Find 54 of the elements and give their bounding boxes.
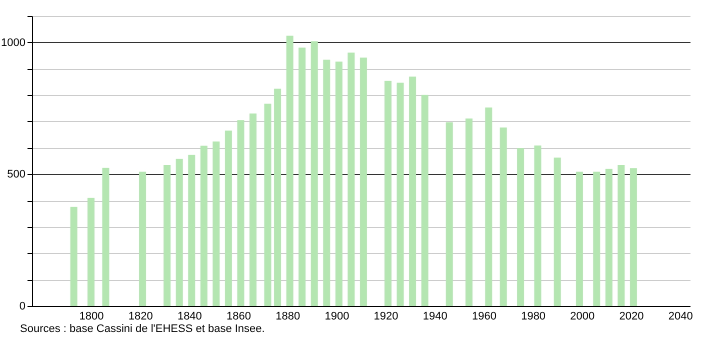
x-tick-label: 1860 (226, 310, 252, 322)
bar (618, 164, 625, 306)
x-tick-label: 2000 (570, 310, 595, 322)
x-tick-label: 1900 (324, 310, 350, 322)
bar (200, 146, 208, 306)
bar (485, 107, 492, 306)
bar (396, 82, 404, 306)
bar (88, 198, 94, 306)
bar (323, 60, 330, 306)
bar (421, 94, 428, 306)
bar (384, 80, 392, 306)
bar (517, 148, 524, 306)
x-tick-label: 1800 (79, 310, 104, 322)
bar (554, 158, 561, 306)
bar (348, 52, 355, 306)
bar (139, 172, 146, 306)
bar (605, 168, 612, 306)
bar (534, 145, 542, 306)
y-tick-label: 500 (7, 168, 26, 181)
y-tick-label: 1000 (1, 36, 26, 49)
x-tick-label: 1820 (128, 310, 153, 322)
x-tick-label: 1920 (374, 310, 398, 322)
bar (188, 154, 196, 306)
bar (224, 130, 232, 306)
bar (593, 172, 600, 306)
x-tick-label: 1840 (177, 310, 202, 322)
x-tick-label: 2040 (668, 310, 693, 322)
bar (250, 114, 256, 306)
bar (409, 76, 416, 306)
bar (237, 120, 244, 306)
bar (164, 164, 171, 306)
bar (264, 104, 272, 306)
bar (576, 172, 583, 306)
bar (176, 158, 183, 306)
bar (500, 128, 507, 306)
bar (446, 122, 453, 306)
x-tick-label: 1980 (521, 310, 546, 322)
bar (212, 141, 220, 306)
bar (286, 36, 294, 306)
bar (274, 88, 282, 306)
bar (360, 58, 367, 306)
bar (466, 118, 472, 306)
bar (298, 48, 306, 306)
bar (102, 168, 110, 306)
x-tick-label: 1880 (276, 310, 300, 322)
bar (70, 206, 78, 306)
x-tick-label: 1940 (422, 310, 448, 322)
bar (310, 41, 318, 306)
x-tick-label: 1960 (472, 310, 496, 322)
bar (335, 62, 342, 306)
bar (630, 168, 637, 306)
y-tick-label: 0 (19, 300, 26, 312)
x-tick-label: 2020 (619, 310, 644, 322)
source-note: Sources : base Cassini de l'EHESS et base Insee. (20, 323, 266, 335)
